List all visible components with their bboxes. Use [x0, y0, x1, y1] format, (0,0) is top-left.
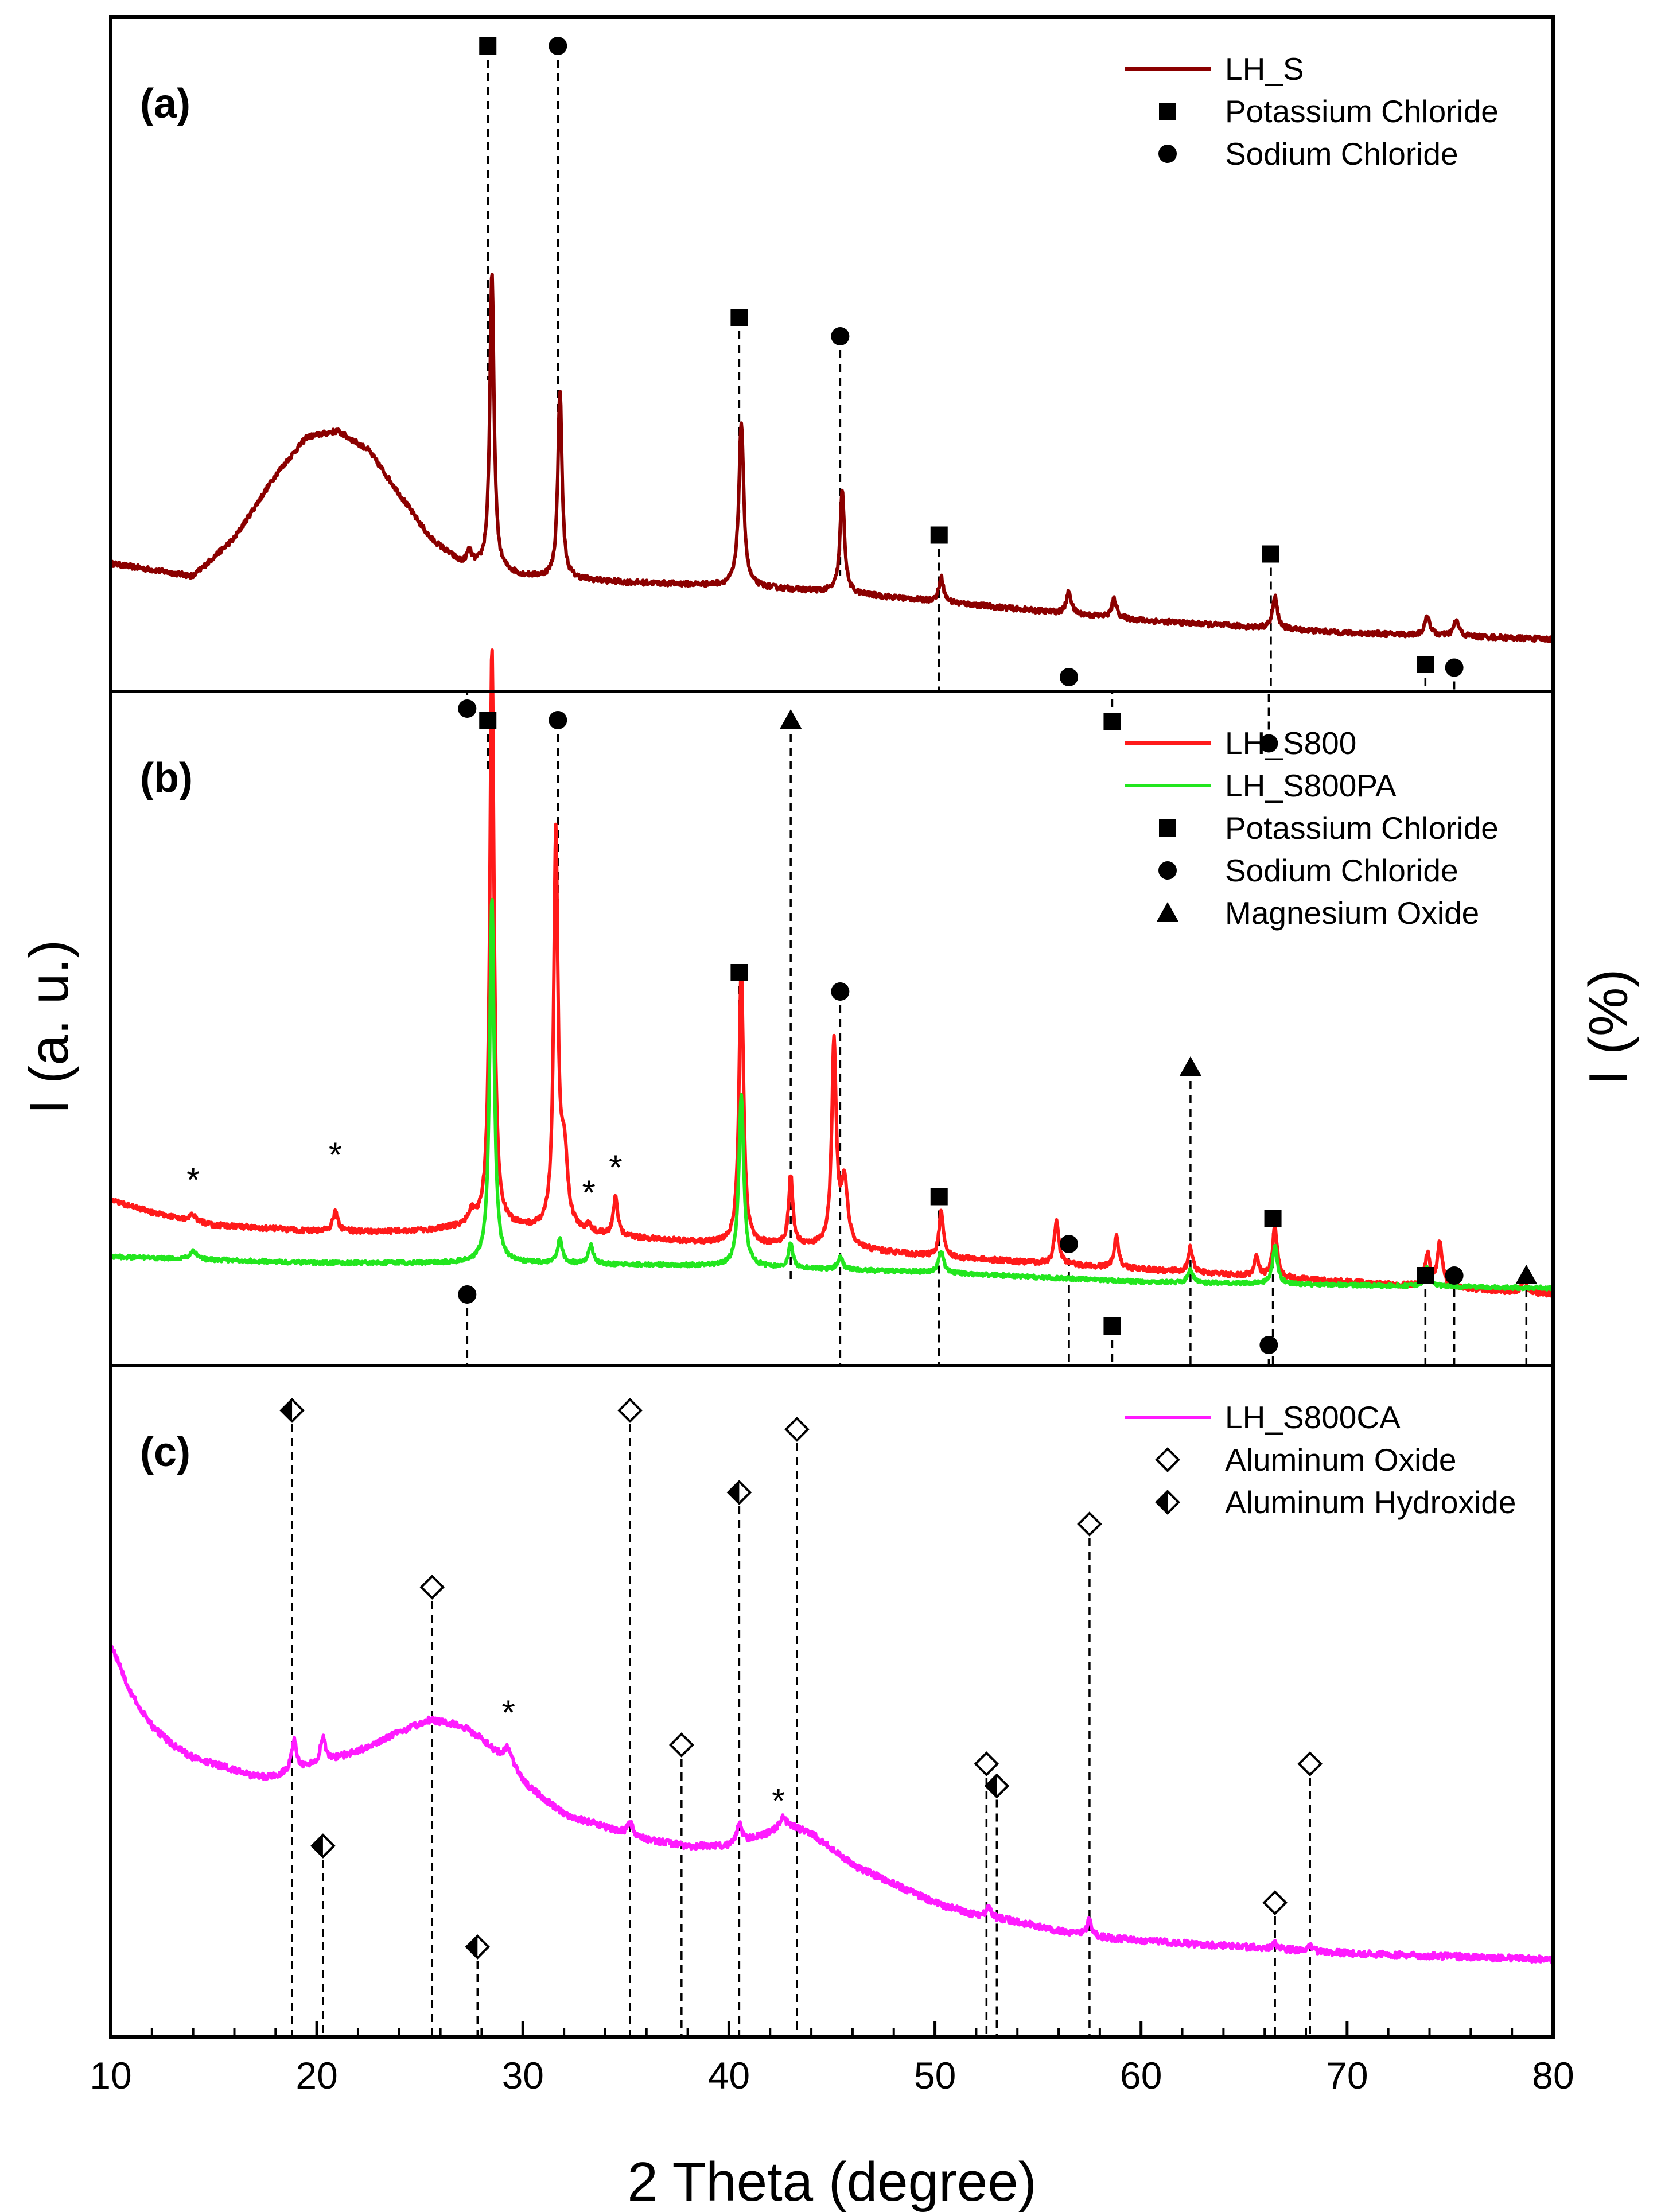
legend-marker-diamond-open-c [1155, 1447, 1180, 1472]
legend-marker-circle-b [1158, 861, 1177, 880]
x-tick-label-60: 60 [1120, 2054, 1162, 2097]
legend-label-b-0: LH_S800 [1225, 725, 1356, 761]
ref-marker-b-10-square [1103, 1317, 1121, 1335]
series-LH_S800 [109, 648, 1555, 1298]
ref-marker-c-0-diamond-half [279, 1398, 305, 1423]
legend-marker-square-a [1159, 103, 1176, 120]
annotation-asterisk-c-1: * [772, 1782, 785, 1820]
x-tick-label-30: 30 [502, 2054, 544, 2097]
ref-marker-c-3-diamond-open [784, 1417, 810, 1442]
ref-marker-b-9-circle [1060, 1235, 1079, 1253]
ref-marker-a-1-circle [549, 37, 567, 55]
x-tick-label-20: 20 [295, 2054, 337, 2097]
ref-marker-a-7-circle [1060, 668, 1079, 686]
x-tick-label-70: 70 [1326, 2054, 1368, 2097]
ref-marker-b-6-square [930, 1188, 948, 1206]
ref-marker-a-8-square [1103, 713, 1121, 730]
plot-frame [109, 15, 1555, 2039]
ref-marker-c-10-diamond-open [1262, 1890, 1288, 1915]
ref-marker-b-7-square [1264, 1210, 1282, 1227]
ref-marker-c-4-diamond-half-fill [728, 1482, 740, 1503]
ref-marker-b-8-circle [458, 1285, 477, 1304]
legend-label-a-1: Potassium Chloride [1225, 94, 1499, 129]
phase-markers [279, 37, 1538, 1960]
ref-marker-b-14-triangle [1515, 1265, 1538, 1284]
y-axis-title-left: I (a. u.) [18, 940, 80, 1114]
legend-label-b-3: Sodium Chloride [1225, 853, 1458, 888]
legend-label-b-1: LH_S800PA [1225, 768, 1397, 803]
ref-marker-b-4-circle [831, 982, 850, 1001]
ref-marker-c-12-diamond-half [465, 1934, 491, 1960]
ref-marker-c-2-diamond-open [617, 1398, 643, 1423]
legend-marker-square-b [1159, 819, 1176, 837]
ref-marker-c-8-diamond-half [984, 1773, 1010, 1799]
x-axis-title: 2 Theta (degree) [627, 2151, 1036, 2212]
series-LH_S800CA [110, 1645, 1555, 1964]
legend-label-a-0: LH_S [1225, 51, 1304, 87]
series-LH_S800PA [109, 897, 1554, 1292]
reference-lines [291, 46, 1528, 2035]
annotation-asterisk-b-1: * [329, 1136, 342, 1174]
annotations: * * * * * * [186, 1136, 785, 1820]
ref-marker-b-5-triangle [1179, 1056, 1201, 1076]
ref-marker-c-9-diamond-open [1297, 1751, 1323, 1776]
annotation-asterisk-b-2: * [582, 1173, 596, 1212]
legend-label-b-4: Magnesium Oxide [1225, 895, 1479, 931]
ref-marker-b-3-square [730, 964, 748, 981]
legend-label-c-0: LH_S800CA [1225, 1399, 1401, 1435]
x-tick-label-10: 10 [90, 2054, 131, 2097]
ref-marker-c-5-diamond-open [1077, 1511, 1102, 1537]
x-axis-ticks: 10 20 30 40 50 60 70 80 [90, 2021, 1574, 2097]
ref-marker-c-0-diamond-half-fill [281, 1399, 293, 1421]
panel-label-c: (c) [140, 1429, 190, 1475]
ref-marker-a-10-square [1417, 656, 1434, 673]
legend-label-c-1: Aluminum Oxide [1225, 1442, 1456, 1478]
ref-marker-a-9-circle [1259, 734, 1278, 753]
panel-label-b: (b) [140, 755, 193, 801]
ref-marker-c-11-diamond-half [310, 1833, 336, 1859]
ref-marker-c-12-diamond-half-fill [466, 1936, 478, 1958]
ref-marker-c-8-diamond-half-fill [986, 1775, 997, 1797]
annotation-asterisk-b-0: * [186, 1161, 200, 1199]
ref-marker-c-4-diamond-half [726, 1480, 752, 1505]
ref-marker-c-7-diamond-open [974, 1751, 999, 1776]
ref-marker-b-12-square [1417, 1267, 1434, 1284]
ref-marker-b-13-circle [1445, 1266, 1464, 1285]
ref-marker-a-2-square [730, 309, 748, 326]
ref-marker-c-1-diamond-open [419, 1575, 445, 1600]
ref-marker-c-11-diamond-half-fill [312, 1835, 323, 1857]
ref-marker-a-4-square [930, 526, 948, 544]
legend-marker-circle-a [1158, 145, 1177, 163]
ref-marker-a-3-circle [831, 327, 850, 345]
legend-label-b-2: Potassium Chloride [1225, 810, 1499, 846]
ref-marker-b-2-triangle [780, 709, 802, 729]
x-tick-label-80: 80 [1532, 2054, 1574, 2097]
annotation-asterisk-b-3: * [609, 1148, 622, 1187]
legend-label-a-2: Sodium Chloride [1225, 136, 1458, 172]
x-tick-label-50: 50 [914, 2054, 956, 2097]
ref-marker-a-11-circle [1445, 658, 1464, 677]
ref-marker-a-6-circle [458, 699, 477, 718]
series-LH_S [109, 273, 1555, 643]
ref-marker-c-6-diamond-open [668, 1732, 694, 1758]
ref-marker-a-0-square [479, 37, 497, 55]
legends: LH_S Potassium Chloride Sodium Chloride LH_… [1125, 51, 1516, 1520]
ref-marker-b-1-circle [549, 711, 567, 729]
panel-label-a: (a) [140, 81, 190, 127]
ref-marker-a-5-square [1262, 545, 1279, 563]
ref-marker-b-11-circle [1259, 1336, 1278, 1354]
y-axis-title-right: I (%) [1578, 969, 1639, 1086]
legend-label-c-2: Aluminum Hydroxide [1225, 1484, 1516, 1520]
legend-marker-triangle-b [1157, 902, 1178, 922]
x-tick-label-40: 40 [708, 2054, 750, 2097]
legend-marker-diamond-half-c [1155, 1490, 1180, 1515]
ref-marker-b-0-square [479, 712, 497, 729]
legend-marker-diamond-half-c-fill [1157, 1491, 1168, 1513]
diffraction-traces [109, 273, 1555, 1964]
annotation-asterisk-c-0: * [501, 1693, 515, 1732]
